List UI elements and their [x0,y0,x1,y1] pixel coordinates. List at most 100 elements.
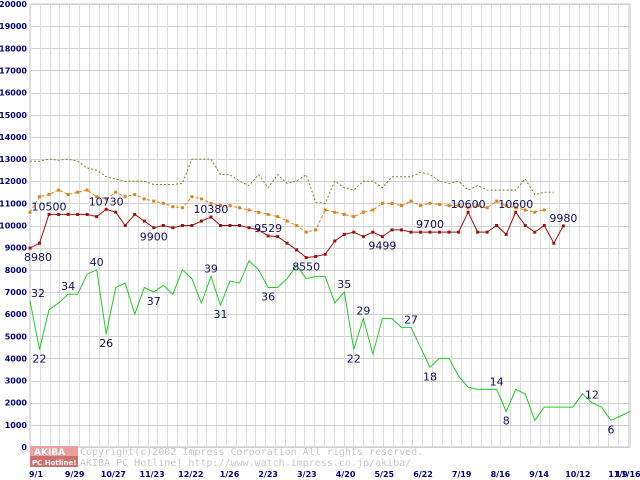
series-1-point [514,206,518,210]
x-tick-label: 10/27 [101,470,126,479]
url-text: AKIBA PC Hotline! http://www.watch.impre… [80,458,411,469]
series-2-point [209,215,213,219]
series-1-point [485,206,489,210]
copyright-text: Copyright(c)2002 Impress Corporation All… [80,447,423,458]
data-label: 26 [99,337,113,350]
series-2-point [438,230,442,234]
series-1-point [161,201,165,205]
data-label: 35 [337,278,351,291]
logo-top-text: AKIBA [34,448,65,458]
series-2-point [409,230,413,234]
series-1-point [295,224,299,227]
series-1-point [457,204,461,208]
series-1-point [190,195,194,199]
data-label: 39 [204,262,218,275]
series-line-0 [30,158,554,204]
series-2-point [180,224,184,227]
series-2-point [38,241,42,245]
series-2-point [333,239,337,243]
series-group [28,158,631,422]
x-tick-label: 9/1 [29,470,43,479]
data-label: 27 [404,313,418,326]
series-2-point [504,232,508,236]
x-tick-label: 7/19 [452,470,472,479]
y-tick-label: 19000 [0,22,27,31]
logo-bottom-block [30,456,78,467]
series-1-point [114,190,118,194]
y-tick-label: 15000 [0,111,27,120]
series-1-point [66,192,70,196]
series-2-point [314,255,318,259]
series-2-point [228,224,232,227]
series-line-3 [29,260,631,422]
series-1-point [342,212,346,216]
series-1-point [476,204,480,208]
series-1-point [38,195,42,199]
series-1-point [542,208,546,212]
series-2-point [561,224,565,228]
data-label: 9900 [140,231,168,244]
series-2-point [266,234,270,238]
series-1-point [76,190,80,194]
series-1-point [380,201,384,205]
series-1-point [238,206,242,210]
series-2-point [114,210,118,214]
series-2-point [123,224,127,227]
y-tick-label: 16000 [0,89,27,98]
x-tick-label: 11/16 [615,470,640,479]
series-1-point [438,202,442,206]
data-label: 10500 [32,200,67,213]
y-tick-label: 1000 [5,421,28,430]
series-1-point [180,206,184,210]
x-tick-label: 9/14 [529,470,549,479]
series-2-point [457,230,461,234]
data-label: 8550 [292,261,320,274]
watermark: AKIBA PC Hotline! Copyright(c)2002 Impre… [30,446,423,469]
x-tick-label: 11/9 [608,470,628,479]
y-axis-ticks: 0 1000 2000 3000 4000 5000 6000 7000 8000 9000 100… [0,0,27,452]
series-1-point [171,205,175,209]
series-2-point [447,230,451,234]
series-2-point [47,212,51,216]
data-label: 36 [261,291,275,304]
series-2-point [161,224,165,227]
series-1-point [142,197,146,201]
series-1-point [85,188,89,192]
series-2-point [152,226,156,230]
series-1-point [228,204,232,208]
y-tick-label: 0 [21,443,27,452]
y-tick-label: 3000 [5,377,28,386]
data-label: 14 [490,375,504,388]
series-2-point [85,212,89,216]
series-1-point [218,204,222,208]
series-2-point [276,235,280,239]
y-tick-label: 13000 [0,155,27,164]
data-label: 8 [503,415,510,428]
series-1-point [276,215,280,219]
series-2-point [57,212,61,216]
y-tick-label: 20000 [0,0,27,9]
series-1-point [399,204,403,208]
series-1-point [428,201,432,205]
x-tick-label: 2/23 [258,470,278,479]
y-tick-label: 5000 [5,332,28,341]
x-axis-ticks: 9/1 9/29 10/27 11/23 12/22 1/26 2/23 3/23 4/20 5/… [29,470,640,479]
series-2-point [390,228,394,232]
data-label: 29 [356,305,370,318]
x-tick-label: 11/23 [140,470,165,479]
data-label: 40 [90,256,104,269]
series-1-point [133,192,137,196]
y-tick-label: 6000 [5,310,28,319]
series-2-point [352,230,356,234]
series-1-point [123,195,127,199]
series-2-point [304,256,308,260]
series-1-point [504,204,508,208]
series-2-point [371,230,375,234]
series-1-point [285,219,289,223]
grid [29,3,631,448]
data-label: 9700 [416,218,444,231]
y-tick-label: 17000 [0,66,27,75]
data-label: 32 [31,287,45,300]
